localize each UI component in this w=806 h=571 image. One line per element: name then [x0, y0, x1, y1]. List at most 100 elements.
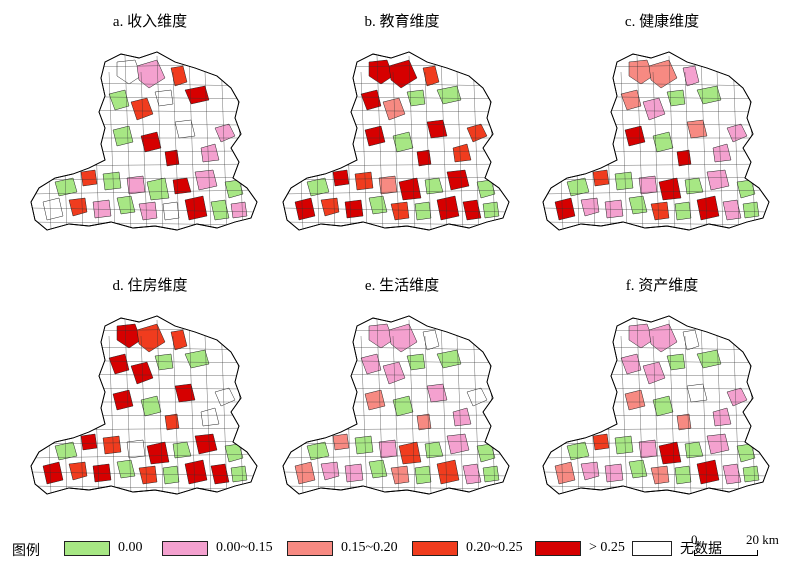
district-region: [592, 433, 610, 451]
district-region: [674, 465, 692, 485]
map-legend: 图例 0.00 0.00~0.15 0.15~0.20 0.20~0.25 > …: [0, 532, 806, 566]
district-region: [184, 195, 208, 221]
panel-title: e. 生活维度: [364, 278, 440, 294]
legend-item-3: 0.20~0.25: [412, 538, 523, 558]
district-region: [406, 89, 426, 107]
district-region: [164, 413, 180, 431]
study-area-border: [30, 315, 258, 495]
scale-line: [694, 550, 758, 556]
district-border: [620, 71, 628, 230]
district-region: [476, 179, 496, 199]
district-border: [31, 207, 257, 213]
district-region: [214, 387, 236, 407]
district-region: [592, 169, 610, 187]
district-border: [188, 55, 196, 230]
district-border: [283, 485, 509, 490]
district-border: [140, 71, 148, 230]
legend-swatch: [412, 540, 458, 556]
district-region: [398, 177, 422, 201]
district-region: [726, 123, 748, 143]
district-region: [108, 89, 130, 111]
district-border: [283, 207, 509, 213]
district-region: [466, 123, 488, 143]
district-region: [414, 465, 432, 485]
district-region: [354, 435, 374, 455]
district-region: [566, 441, 590, 461]
district-region: [320, 197, 340, 217]
district-region: [364, 125, 386, 147]
district-border: [543, 221, 769, 226]
district-region: [736, 179, 756, 199]
district-border: [188, 319, 196, 494]
district-region: [620, 353, 642, 375]
district-border: [283, 471, 509, 477]
district-border: [440, 319, 448, 494]
district-region: [138, 201, 158, 221]
district-border: [108, 335, 116, 494]
district-region: [624, 125, 646, 147]
map-panel-income: a. 收入维度: [25, 4, 275, 254]
district-region: [642, 97, 666, 121]
district-region: [130, 361, 154, 385]
study-area-border: [282, 315, 510, 495]
legend-label: 0.15~0.20: [341, 540, 398, 555]
district-region: [164, 149, 180, 167]
study-area-border: [30, 51, 258, 231]
district-region: [102, 435, 122, 455]
district-region: [294, 461, 316, 485]
district-region: [696, 349, 722, 369]
district-region: [650, 201, 670, 221]
district-region: [354, 171, 374, 191]
district-border: [700, 319, 708, 494]
district-region: [184, 85, 210, 105]
district-border: [424, 335, 432, 494]
district-region: [360, 89, 382, 111]
district-region: [676, 413, 692, 431]
district-region: [68, 197, 88, 217]
map-panel-education: b. 教育维度: [277, 4, 527, 254]
legend-item-5: 无数据: [632, 538, 722, 558]
district-region: [452, 143, 472, 163]
district-border: [652, 71, 660, 230]
legend-swatch: [162, 540, 208, 556]
study-area-border: [542, 315, 770, 495]
district-border: [684, 335, 692, 494]
district-border: [108, 71, 116, 230]
district-border: [543, 485, 769, 490]
district-border: [668, 319, 676, 494]
district-region: [306, 441, 330, 461]
panel-title: d. 住房维度: [112, 278, 188, 294]
district-region: [130, 97, 154, 121]
district-border: [543, 471, 769, 477]
district-border: [283, 221, 509, 226]
district-region: [294, 197, 316, 221]
choropleth-map: [30, 315, 258, 495]
district-region: [344, 199, 364, 219]
district-region: [170, 65, 188, 87]
district-region: [658, 441, 682, 465]
district-region: [674, 201, 692, 221]
district-region: [712, 407, 732, 427]
panel-title: c. 健康维度: [624, 14, 700, 30]
scale-start-label: 0: [691, 532, 698, 547]
district-region: [210, 199, 230, 221]
district-border: [124, 319, 132, 494]
district-region: [696, 85, 722, 105]
choropleth-map: [30, 51, 258, 231]
district-border: [408, 55, 416, 230]
district-region: [68, 461, 88, 481]
district-border: [376, 55, 384, 230]
district-region: [146, 441, 170, 465]
district-border: [220, 319, 228, 494]
district-border: [156, 55, 164, 230]
district-region: [92, 463, 112, 483]
district-border: [732, 319, 740, 494]
district-border: [31, 176, 257, 181]
district-border: [440, 55, 448, 230]
district-region: [390, 201, 410, 221]
district-region: [666, 89, 686, 107]
district-border: [732, 55, 740, 230]
district-region: [54, 177, 78, 197]
legend-swatch: [535, 540, 581, 556]
district-region: [624, 389, 646, 411]
